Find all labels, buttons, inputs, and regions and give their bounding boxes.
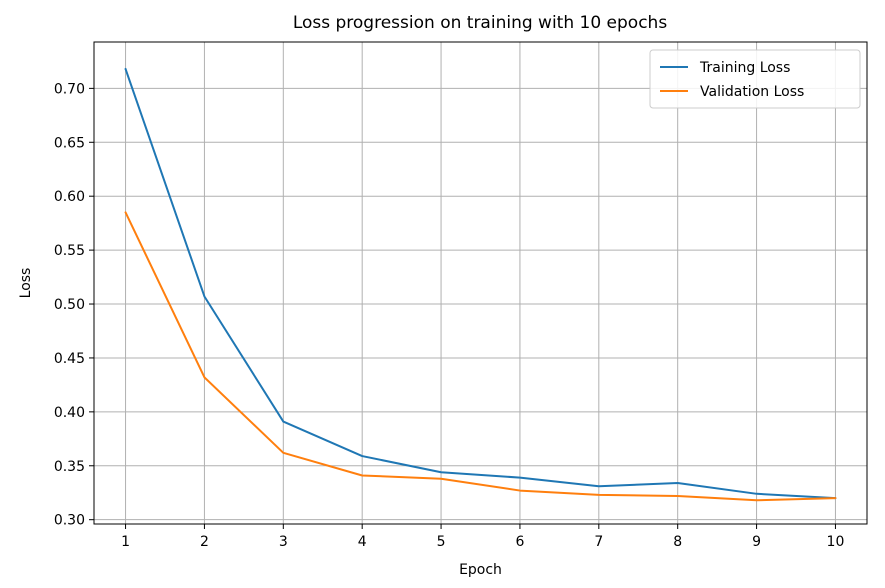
legend-box [649,49,861,109]
legend-entry-label: Training Loss [699,60,790,76]
x-tick-label: 3 [279,534,288,550]
legend: Training Loss Validation Loss [649,49,861,109]
y-tick-label: 0.30 [54,513,85,529]
plot-frame [93,41,868,525]
series-line-training-loss [124,67,837,500]
series-line-validation-loss [124,211,837,502]
y-tick-label: 0.65 [54,135,85,151]
x-axis-ticks: 1 2 3 4 5 6 7 8 9 10 [121,524,844,550]
y-tick-label: 0.35 [54,459,85,475]
chart-title: Loss progression on training with 10 epo… [293,13,668,33]
y-tick-label: 0.45 [54,351,85,367]
x-tick-label: 6 [515,534,524,550]
x-tick-label: 4 [358,534,367,550]
x-tick-label: 7 [594,534,603,550]
x-tick-label: 10 [827,534,845,550]
y-tick-label: 0.50 [54,297,85,313]
y-tick-label: 0.60 [54,189,85,205]
x-tick-label: 5 [437,534,446,550]
x-tick-label: 9 [752,534,761,550]
x-tick-label: 1 [121,534,130,550]
x-tick-label: 2 [200,534,209,550]
y-tick-label: 0.70 [54,81,85,97]
y-tick-label: 0.55 [54,243,85,259]
x-tick-label: 8 [673,534,682,550]
y-axis-label: Loss [18,268,34,299]
y-axis-ticks: 0.30 0.35 0.40 0.45 0.50 0.55 0.60 0.65 0.70 [54,81,94,529]
x-axis-label: Epoch [459,562,502,578]
y-tick-label: 0.40 [54,405,85,421]
series-layer [124,67,837,502]
legend-entry-label: Validation Loss [700,84,804,100]
